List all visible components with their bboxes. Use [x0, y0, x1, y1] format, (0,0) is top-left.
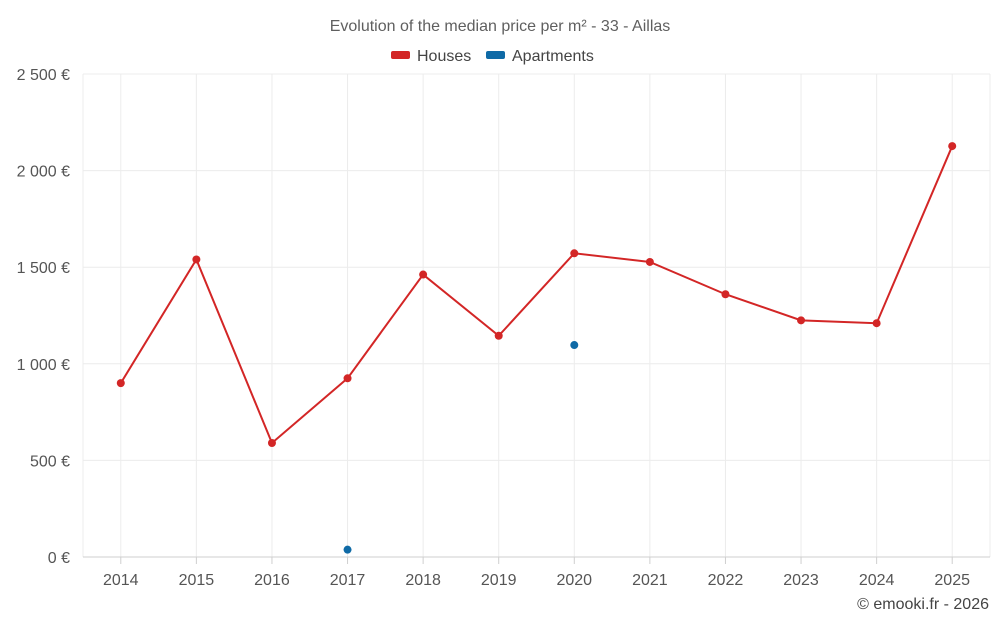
data-point-houses[interactable]	[419, 270, 428, 279]
x-tick-label: 2017	[330, 572, 366, 589]
data-point-houses[interactable]	[116, 379, 125, 388]
x-tick-label: 2014	[103, 572, 139, 589]
y-tick-label: 500 €	[30, 453, 70, 470]
data-point-houses[interactable]	[570, 249, 579, 258]
data-point-apartments[interactable]	[570, 341, 579, 350]
x-tick-label: 2016	[254, 572, 290, 589]
data-point-houses[interactable]	[645, 257, 654, 266]
y-axis: 0 € 500 € 1 000 € 1 500 € 2 000 € 2 500 €	[17, 67, 70, 567]
x-tick-label: 2023	[783, 572, 819, 589]
series	[116, 142, 957, 554]
legend-item-apartments[interactable]: Apartments	[486, 48, 594, 65]
data-point-houses[interactable]	[267, 439, 276, 448]
legend-label-apartments[interactable]: Apartments	[512, 48, 594, 65]
x-tick-label: 2025	[934, 572, 970, 589]
legend-swatch-apartments	[486, 51, 505, 59]
data-point-apartments[interactable]	[343, 545, 352, 554]
data-point-houses[interactable]	[797, 316, 806, 325]
x-tick-label: 2024	[859, 572, 895, 589]
data-point-houses[interactable]	[721, 290, 730, 299]
x-tick-label: 2018	[405, 572, 441, 589]
y-tick-label: 2 000 €	[17, 164, 70, 181]
x-tick-label: 2020	[556, 572, 592, 589]
data-point-houses[interactable]	[343, 374, 352, 383]
x-tick-label: 2015	[179, 572, 215, 589]
x-axis: 2014 2015 2016 2017 2018 2019 2020 2021 2022 2023…	[83, 556, 990, 589]
x-tick-label: 2021	[632, 572, 668, 589]
series-houses	[116, 142, 957, 448]
chart-title: Evolution of the median price per m² - 3…	[330, 18, 671, 35]
legend[interactable]: Houses Apartments	[391, 48, 594, 65]
legend-item-houses[interactable]: Houses	[391, 48, 471, 65]
x-tick-label: 2019	[481, 572, 517, 589]
y-tick-label: 0 €	[48, 550, 70, 567]
x-tick-label: 2022	[708, 572, 744, 589]
series-line-houses	[119, 145, 954, 445]
data-point-houses[interactable]	[872, 319, 881, 328]
grid	[82, 73, 991, 557]
data-point-houses[interactable]	[494, 331, 503, 340]
legend-swatch-houses	[391, 51, 410, 59]
legend-label-houses[interactable]: Houses	[417, 48, 471, 65]
data-point-houses[interactable]	[948, 142, 957, 151]
data-point-houses[interactable]	[192, 255, 201, 264]
y-tick-label: 1 500 €	[17, 260, 70, 277]
series-apartments	[343, 341, 579, 554]
credit-text: © emooki.fr - 2026	[857, 596, 989, 613]
y-tick-label: 1 000 €	[17, 357, 70, 374]
y-tick-label: 2 500 €	[17, 67, 70, 84]
